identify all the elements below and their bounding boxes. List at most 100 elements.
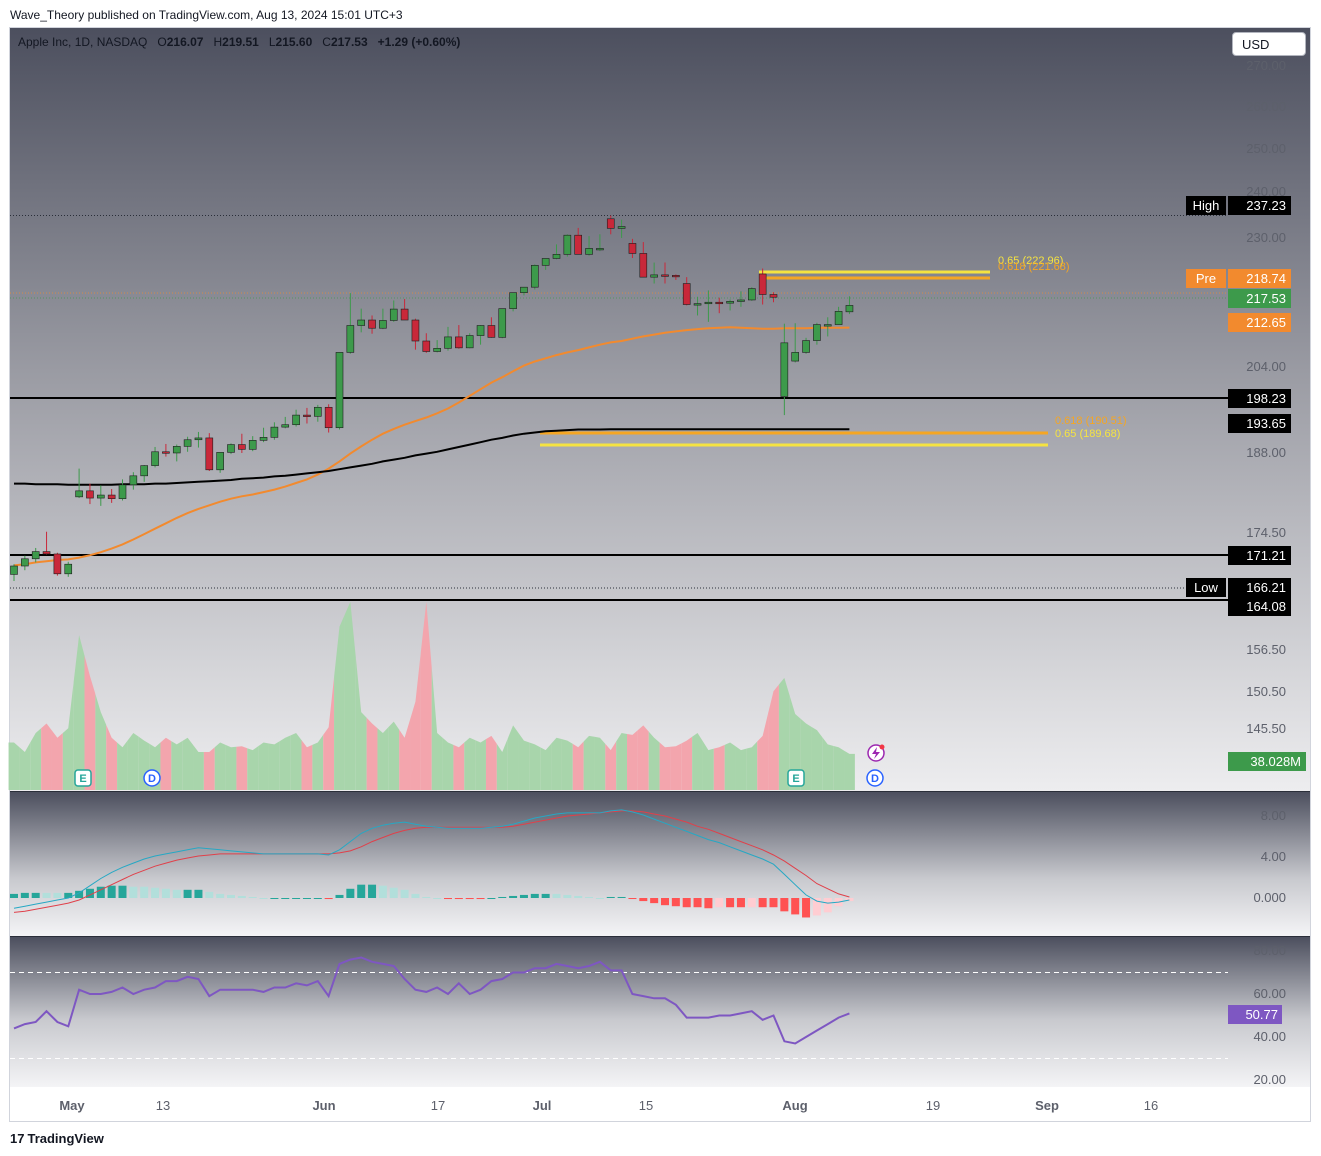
candle-body xyxy=(205,437,214,471)
macd-histogram-bar xyxy=(444,898,452,900)
fib-levels xyxy=(540,270,1048,447)
candle xyxy=(617,219,626,238)
candle xyxy=(357,308,366,333)
low-value: 215.60 xyxy=(275,35,313,49)
volume-bar xyxy=(627,730,638,790)
macd-histogram-bar xyxy=(378,885,387,898)
dividend-badge[interactable]: D xyxy=(866,769,884,787)
macd-histogram-bar xyxy=(42,892,51,898)
earnings-badge[interactable]: E xyxy=(74,769,92,787)
macd-histogram-bar xyxy=(639,898,648,902)
symbol-name: Apple Inc, 1D, NASDAQ xyxy=(18,35,148,49)
macd-histogram-bar xyxy=(151,887,160,898)
price-axis[interactable]: 270.00 260.00 250.00 240.00 230.00 204.00 188.… xyxy=(1246,58,1286,1087)
candle-body xyxy=(617,226,626,229)
candle xyxy=(64,561,73,577)
candle-body xyxy=(64,563,73,575)
pre-tag: 218.74 Pre xyxy=(1186,269,1291,288)
low-tag-box xyxy=(1228,578,1291,597)
candle xyxy=(758,268,767,305)
split-badge[interactable] xyxy=(867,744,885,762)
macd-histogram-bar xyxy=(96,886,105,898)
macd-histogram-bar xyxy=(161,888,170,898)
volume-tag: 38.028M xyxy=(1228,752,1306,771)
candle xyxy=(574,227,583,255)
volume-bar xyxy=(681,736,693,790)
volume-bar xyxy=(561,739,573,790)
volume-bar xyxy=(659,742,671,790)
macd-histogram-bar xyxy=(563,894,572,898)
candle xyxy=(520,286,528,296)
volume-bar xyxy=(735,746,747,790)
volume-bar xyxy=(485,735,497,790)
last-price-tag: 217.53 xyxy=(1228,289,1291,308)
volume-bar xyxy=(778,677,790,790)
low-tag: 166.21 Low xyxy=(1186,578,1291,597)
time-axis[interactable]: May 13 Jun 17 Jul 15 Aug 19 Sep 16 xyxy=(59,1098,1158,1113)
candle xyxy=(726,299,734,311)
fib-label-upper-65: 0.65 (222.96) xyxy=(998,255,1063,267)
candle-body xyxy=(129,475,138,486)
high-tag: 237.23 High xyxy=(1186,196,1291,215)
ma200-tag-value: 193.65 xyxy=(1246,416,1286,431)
time-tick: Aug xyxy=(782,1098,807,1113)
level-171-tag-box xyxy=(1228,546,1291,565)
currency-button[interactable]: USD xyxy=(1232,32,1306,56)
low-tag-label-box xyxy=(1186,578,1226,597)
candle xyxy=(86,483,94,505)
ma50-tag-value: 212.65 xyxy=(1246,315,1286,330)
candle xyxy=(791,323,800,363)
candle xyxy=(422,333,431,353)
rsi-line xyxy=(13,956,850,1045)
macd-histogram-bar xyxy=(509,895,518,898)
candle xyxy=(324,404,333,433)
chart-frame[interactable] xyxy=(9,27,1311,1122)
candle-body xyxy=(303,414,311,417)
candle-body xyxy=(650,274,658,278)
tradingview-logo[interactable]: 17 TradingView xyxy=(10,1131,104,1146)
macd-histogram-bar xyxy=(172,889,181,898)
volume-bar xyxy=(290,733,302,790)
candle xyxy=(596,234,604,252)
macd-histogram-bar xyxy=(606,896,615,898)
macd-histogram-bar xyxy=(780,898,789,912)
candle-body xyxy=(585,248,593,255)
candle-body xyxy=(563,234,572,255)
volume-bar xyxy=(258,742,269,790)
candle-body xyxy=(834,311,843,325)
volume-bar xyxy=(746,741,758,790)
macd-histogram-bar xyxy=(650,898,659,904)
earnings-badge[interactable]: E xyxy=(787,769,805,787)
candle-body xyxy=(682,283,691,305)
volume-bar xyxy=(301,740,313,790)
candle xyxy=(845,296,854,315)
candle xyxy=(509,292,517,312)
rsi-tick: 60.00 xyxy=(1253,986,1286,1001)
price-tick: 150.50 xyxy=(1246,684,1286,699)
candle-body xyxy=(335,352,344,429)
dividend-icon xyxy=(143,769,161,787)
macd-histogram-bar xyxy=(227,894,235,898)
candle xyxy=(31,547,40,563)
candle-body xyxy=(162,451,170,454)
candle-body xyxy=(183,439,192,447)
candle-body xyxy=(726,301,734,304)
candle xyxy=(270,422,279,440)
ma50-line xyxy=(13,326,850,567)
price-pane-background xyxy=(10,28,1310,791)
volume-bar xyxy=(637,725,649,790)
volume-bar xyxy=(496,738,508,790)
macd-histogram-bar xyxy=(335,894,344,898)
rsi-tick: 40.00 xyxy=(1253,1029,1286,1044)
macd-histogram-bar xyxy=(259,898,268,899)
dividend-badge[interactable]: D xyxy=(143,769,161,787)
candle xyxy=(75,468,83,499)
volume-bar xyxy=(724,742,736,790)
volume-bar xyxy=(84,655,96,790)
volume-tag-box xyxy=(1228,752,1306,771)
candle xyxy=(693,296,702,316)
footer-brand: TradingView xyxy=(27,1131,104,1146)
volume-bar xyxy=(518,733,530,790)
